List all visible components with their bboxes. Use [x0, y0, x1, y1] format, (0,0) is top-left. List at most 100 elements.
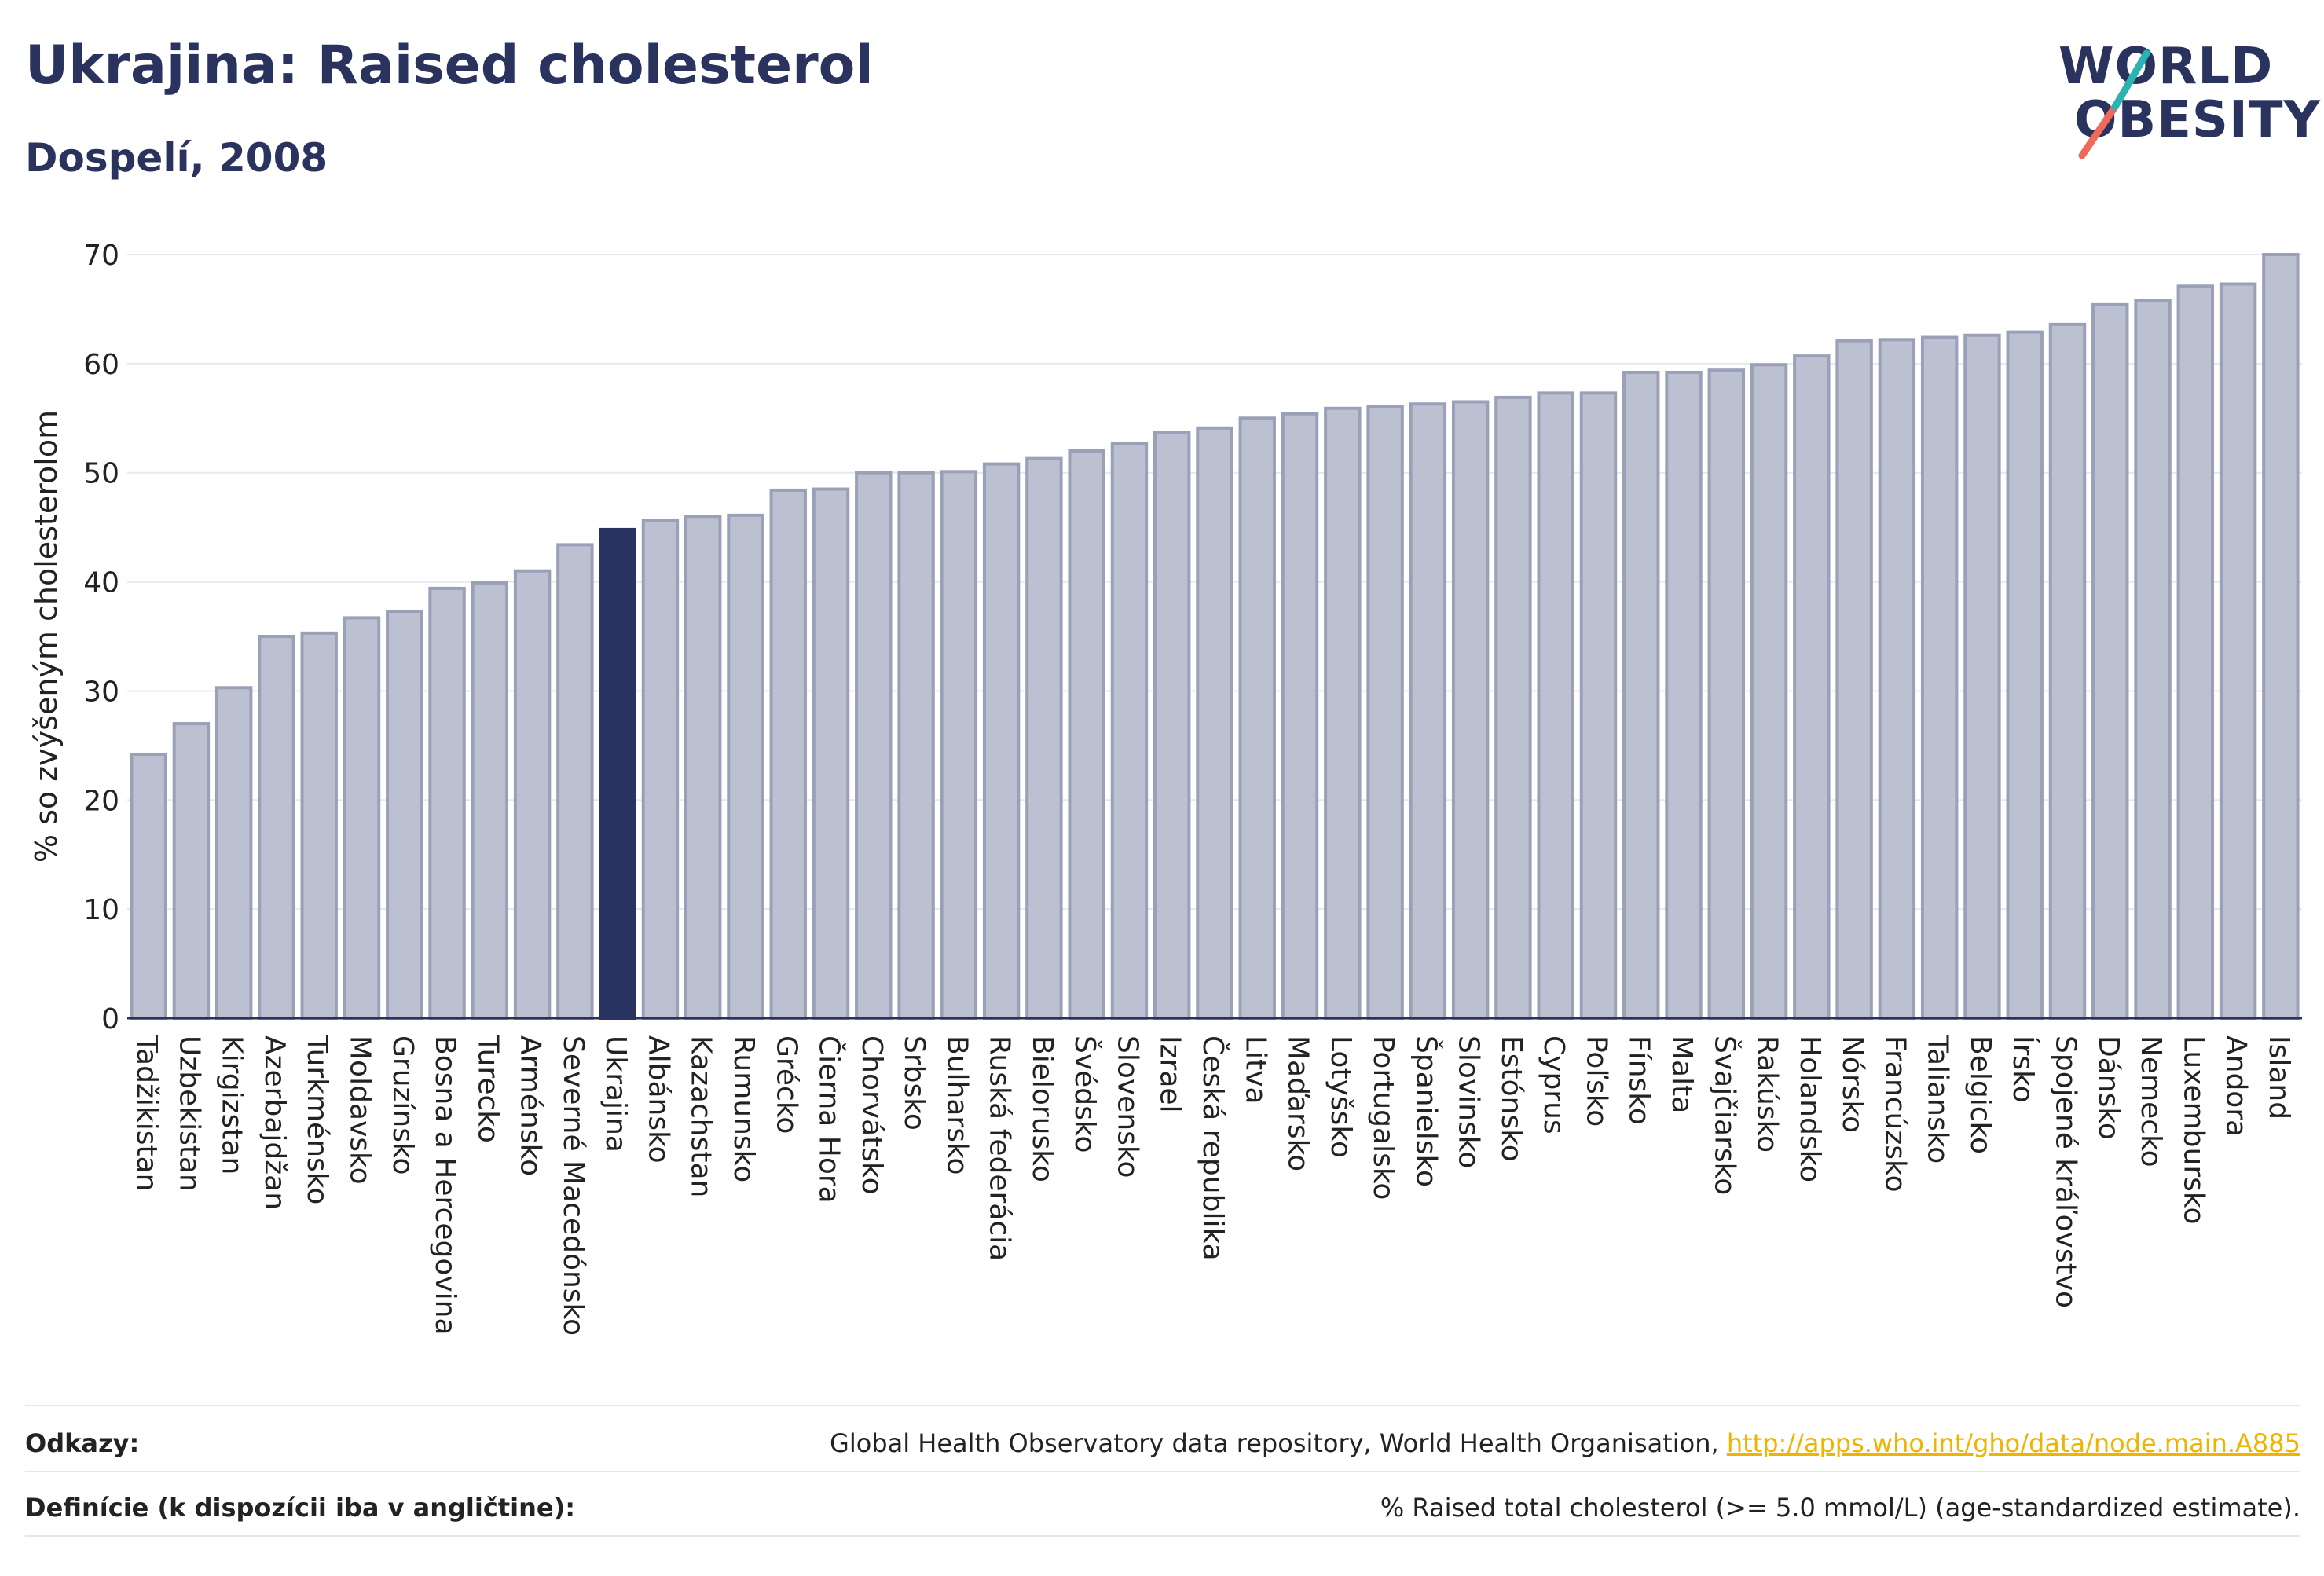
x-tick-label: Rumunsko — [728, 1035, 760, 1182]
x-tick-label: Tadžikistan — [130, 1035, 163, 1191]
bar — [1238, 416, 1276, 1020]
x-tick-label: Bulharsko — [940, 1035, 973, 1175]
bar — [1409, 402, 1447, 1020]
x-tick-label: Severné Macedónsko — [557, 1035, 589, 1336]
bar — [727, 513, 764, 1020]
x-tick-label: Uzbekistan — [173, 1035, 205, 1192]
bar — [1750, 363, 1788, 1020]
bar — [2134, 299, 2172, 1020]
bar — [897, 471, 935, 1020]
bar — [855, 471, 893, 1020]
sources-label: Odkazy: — [25, 1428, 140, 1458]
bar — [2176, 284, 2215, 1021]
bar — [2048, 322, 2087, 1020]
bar-highlight — [599, 527, 636, 1021]
bar — [513, 569, 552, 1020]
bar — [1835, 339, 1873, 1020]
x-tick-label: Gruzínsko — [387, 1035, 419, 1175]
x-tick-label: Fínsko — [1623, 1035, 1655, 1125]
x-tick-label: Slovinsko — [1453, 1035, 1485, 1168]
x-tick-label: Turecko — [471, 1035, 504, 1143]
bar — [2006, 330, 2044, 1021]
x-tick-label: Luxembursko — [2177, 1035, 2209, 1224]
x-tick-label: Kazachstan — [685, 1035, 717, 1197]
chart-subtitle: Dospelí, 2008 — [25, 135, 328, 181]
bar — [2091, 302, 2129, 1021]
sources-value: Global Health Observatory data repositor… — [830, 1428, 2300, 1458]
x-tick-label: Malta — [1666, 1035, 1698, 1113]
x-tick-label: Rakúsko — [1751, 1035, 1783, 1153]
bar — [1963, 333, 2001, 1021]
x-tick-label: Litva — [1239, 1035, 1271, 1105]
y-tick-label: 70 — [83, 240, 119, 272]
y-tick-label: 50 — [83, 458, 119, 490]
bar — [1878, 338, 1916, 1020]
definition-label: Definície (k dispozícii iba v angličtine… — [25, 1493, 575, 1523]
sources-link[interactable]: http://apps.who.int/gho/data/node.main.A… — [1726, 1428, 2300, 1458]
bar — [130, 752, 167, 1020]
bar-chart: 0 10 20 30 40 50 60 70 % so zvýšeným cholesterol… — [29, 240, 2302, 1336]
x-tick-label: Andora — [2220, 1035, 2253, 1137]
logo-line-1: WORLD — [2058, 38, 2274, 96]
bar — [1537, 391, 1574, 1020]
x-tick-label: Estónsko — [1495, 1035, 1527, 1162]
x-tick-label: Nemecko — [2135, 1035, 2167, 1167]
x-tick-label: Izrael — [1154, 1035, 1186, 1113]
bar — [1068, 449, 1105, 1020]
x-tick-label: Holandsko — [1794, 1035, 1826, 1182]
x-tick-label: Čierna Hora — [813, 1035, 846, 1204]
x-tick-label: Švédsko — [1069, 1035, 1102, 1153]
x-tick-label: Francúzsko — [1879, 1035, 1911, 1193]
x-tick-label: Azerbajdžan — [258, 1035, 291, 1210]
bar — [1579, 391, 1618, 1020]
bar — [2219, 282, 2257, 1020]
x-tick-label: Belgicko — [1964, 1035, 1996, 1154]
chart-title: Ukrajina: Raised cholesterol — [25, 35, 874, 97]
bar — [812, 487, 850, 1020]
x-tick-label: Poľsko — [1580, 1035, 1612, 1127]
x-tick-label: Nórsko — [1836, 1035, 1868, 1133]
x-tick-label: Moldavsko — [344, 1035, 376, 1185]
bar — [641, 519, 680, 1021]
footer-divider-top — [25, 1405, 2300, 1406]
bar — [343, 616, 381, 1020]
bar — [1025, 456, 1063, 1021]
footer-divider-bottom — [25, 1535, 2300, 1537]
x-tick-label: Cyprus — [1538, 1035, 1570, 1134]
bar — [258, 635, 295, 1020]
bar — [471, 581, 509, 1020]
bar — [1324, 406, 1362, 1020]
bar — [556, 543, 594, 1020]
bar — [1366, 405, 1404, 1020]
bar — [1281, 412, 1319, 1020]
x-tick-label: Česká republika — [1197, 1035, 1230, 1261]
x-tick-label: Dánsko — [2092, 1035, 2124, 1140]
bar — [214, 686, 253, 1021]
x-tick-label: Kirgizstan — [216, 1035, 248, 1175]
x-tick-label: Slovensko — [1111, 1035, 1143, 1178]
y-tick-label: 0 — [101, 1003, 119, 1035]
bar — [1196, 426, 1233, 1021]
x-tick-label: Španielsko — [1409, 1035, 1442, 1187]
bar — [940, 470, 978, 1020]
bar — [1451, 400, 1490, 1020]
bar — [2262, 253, 2300, 1020]
bar — [1707, 368, 1746, 1020]
sources-text: Global Health Observatory data repositor… — [830, 1428, 1727, 1458]
y-tick-label: 60 — [83, 349, 119, 381]
y-tick-label: 10 — [83, 894, 119, 926]
bar — [1622, 370, 1660, 1021]
bar — [1110, 442, 1149, 1021]
x-tick-label: Island — [2263, 1035, 2295, 1120]
bar — [172, 722, 211, 1020]
bar — [1665, 370, 1703, 1021]
x-tick-label: Bosna a Hercegovina — [429, 1035, 461, 1336]
x-tick-label: Írsko — [2007, 1035, 2040, 1103]
bar — [1494, 395, 1532, 1021]
x-tick-label: Ukrajina — [599, 1035, 632, 1153]
footer-sources-row: Odkazy: Global Health Observatory data r… — [25, 1424, 2300, 1463]
footer-definition-row: Definície (k dispozícii iba v angličtine… — [25, 1488, 2300, 1527]
bar — [1793, 354, 1831, 1020]
x-tick-label: Turkménsko — [301, 1035, 333, 1204]
x-tick-label: Albánsko — [642, 1035, 674, 1164]
